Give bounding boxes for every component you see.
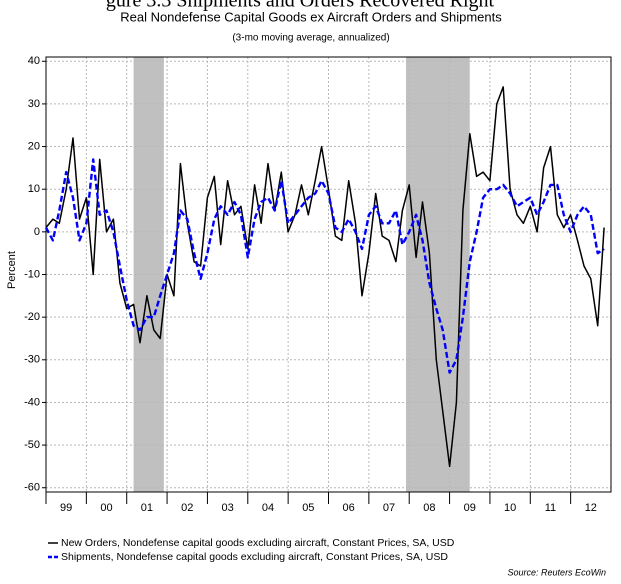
y-tick-label: -10 [24,268,40,280]
legend-label: New Orders, Nondefense capital goods exc… [61,537,455,549]
x-tick-label: 05 [302,502,314,514]
y-axis-label: Percent [6,251,18,289]
x-tick-label: 06 [343,502,355,514]
y-tick-label: 0 [34,226,40,238]
series-line [44,158,605,374]
chart-subtitle: (3-mo moving average, annualized) [232,33,389,44]
chart-title: Real Nondefense Capital Goods ex Aircraf… [120,9,502,24]
x-tick-label: 08 [423,502,435,514]
x-tick-label: 10 [504,502,516,514]
y-tick-label: -60 [24,482,40,494]
x-tick-label: 07 [383,502,395,514]
source: Source: Reuters EcoWin [508,567,606,577]
x-tick-label: 01 [141,502,153,514]
x-tick-label: 11 [545,502,556,514]
x-tick-label: 09 [464,502,476,514]
x-tick-label: 00 [100,502,112,514]
y-tick-label: -40 [24,396,40,408]
y-tick-label: 40 [28,55,40,67]
figure-caption: gure 3.3 Shipments and Orders Recovered … [106,0,495,12]
y-tick-label: 30 [28,98,40,110]
y-tick-label: -30 [24,354,40,366]
y-tick-label: 10 [28,183,40,195]
plot-frame [45,56,612,493]
y-tick-label: -20 [24,311,40,323]
legend-label: Shipments, Nondefense capital goods excl… [61,551,448,563]
x-tick-label: 03 [221,502,233,514]
y-tick-label: 20 [28,140,40,152]
y-tick-label: -50 [24,439,40,451]
x-tick-label: 99 [60,502,72,514]
x-tick-label: 12 [585,502,597,514]
series-line [45,86,605,468]
x-tick-label: 04 [262,502,274,514]
x-tick-label: 02 [181,502,193,514]
